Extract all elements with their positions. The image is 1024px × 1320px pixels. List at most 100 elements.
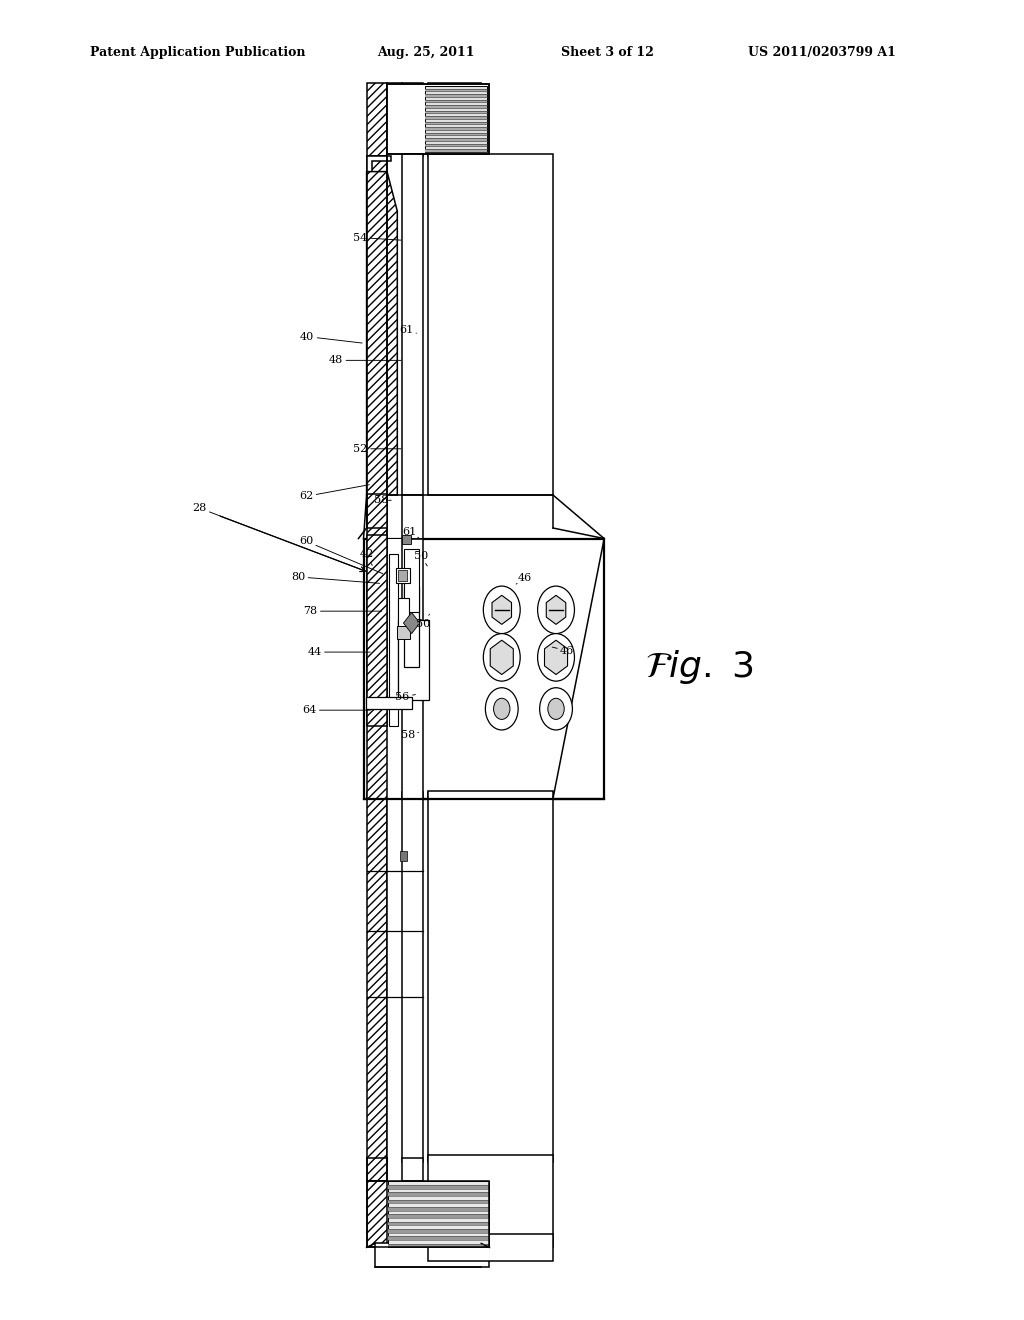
Bar [398, 598, 409, 627]
Bar [398, 570, 407, 581]
Bar [400, 851, 407, 861]
Text: 54: 54 [353, 232, 368, 243]
Bar [425, 139, 487, 141]
Circle shape [538, 634, 574, 681]
Bar [388, 1237, 489, 1239]
Bar [388, 1185, 489, 1189]
Bar [402, 83, 423, 156]
Text: 40: 40 [300, 331, 314, 342]
Circle shape [485, 688, 518, 730]
Polygon shape [367, 156, 391, 172]
Bar [388, 1206, 489, 1210]
Polygon shape [546, 595, 566, 624]
Bar [404, 587, 419, 667]
Bar [428, 1155, 553, 1247]
Bar [364, 539, 604, 799]
Bar [387, 495, 402, 539]
Bar [366, 697, 412, 709]
Text: 56: 56 [395, 692, 410, 702]
Bar [428, 1234, 553, 1261]
Text: 52: 52 [353, 444, 368, 454]
Bar [402, 1158, 423, 1181]
Bar [425, 99, 487, 103]
Text: US 2011/0203799 A1: US 2011/0203799 A1 [748, 46, 895, 59]
Bar [375, 1243, 489, 1267]
Bar [397, 626, 410, 639]
Bar [367, 495, 387, 539]
Bar [402, 539, 423, 799]
Circle shape [483, 586, 520, 634]
Bar [425, 144, 487, 147]
Text: 42: 42 [359, 549, 374, 560]
Bar [425, 116, 487, 119]
Polygon shape [403, 612, 420, 634]
Text: 80: 80 [291, 572, 305, 582]
Text: 58: 58 [401, 730, 416, 741]
Text: Patent Application Publication: Patent Application Publication [90, 46, 305, 59]
Bar [428, 154, 553, 495]
Text: 62: 62 [299, 491, 313, 502]
Bar [425, 149, 487, 152]
Text: Aug. 25, 2011: Aug. 25, 2011 [377, 46, 474, 59]
Text: 48: 48 [329, 355, 343, 366]
Bar [402, 495, 423, 539]
Bar [425, 111, 487, 114]
Bar [387, 84, 489, 154]
Circle shape [538, 586, 574, 634]
Bar [367, 1181, 489, 1247]
Bar [387, 1158, 402, 1181]
Bar [425, 132, 487, 135]
Bar [404, 549, 419, 612]
Polygon shape [545, 640, 567, 675]
Text: Sheet 3 of 12: Sheet 3 of 12 [561, 46, 654, 59]
Bar [388, 1181, 489, 1247]
Bar [396, 568, 410, 583]
Bar [388, 1192, 489, 1196]
Polygon shape [367, 172, 397, 495]
Text: 50: 50 [414, 550, 428, 561]
Bar [387, 792, 402, 1162]
Bar [367, 494, 387, 528]
Bar [428, 83, 481, 156]
Bar [425, 106, 487, 108]
Bar [367, 535, 387, 726]
Text: 50: 50 [416, 619, 430, 630]
Text: 61: 61 [402, 527, 417, 537]
Bar [425, 86, 487, 152]
Polygon shape [490, 640, 513, 675]
Bar [387, 154, 402, 495]
Circle shape [494, 698, 510, 719]
Circle shape [540, 688, 572, 730]
Bar [428, 792, 553, 1162]
Bar [425, 121, 487, 124]
Circle shape [548, 698, 564, 719]
Text: 44: 44 [307, 647, 322, 657]
Bar [387, 84, 489, 154]
Text: 64: 64 [302, 705, 316, 715]
Bar [425, 127, 487, 129]
Bar [402, 535, 411, 544]
Text: 58: 58 [374, 495, 388, 506]
Bar [388, 1200, 489, 1204]
Text: 78: 78 [303, 606, 317, 616]
Bar [389, 554, 398, 726]
Bar [387, 83, 402, 156]
Text: $\mathcal{F}ig.\ 3$: $\mathcal{F}ig.\ 3$ [645, 648, 754, 685]
Bar [402, 792, 423, 1162]
Bar [387, 539, 402, 799]
Text: 28: 28 [193, 503, 207, 513]
Bar [388, 1229, 489, 1233]
Bar [402, 154, 423, 495]
Bar [367, 1158, 387, 1181]
Bar [388, 1214, 489, 1218]
Bar [367, 156, 387, 495]
Polygon shape [492, 595, 512, 624]
Bar [367, 83, 387, 156]
Bar [388, 1243, 489, 1247]
Circle shape [483, 634, 520, 681]
Bar [367, 539, 390, 799]
Bar [388, 1222, 489, 1225]
Bar [367, 1181, 387, 1247]
Bar [367, 792, 387, 1162]
Bar [425, 94, 487, 96]
